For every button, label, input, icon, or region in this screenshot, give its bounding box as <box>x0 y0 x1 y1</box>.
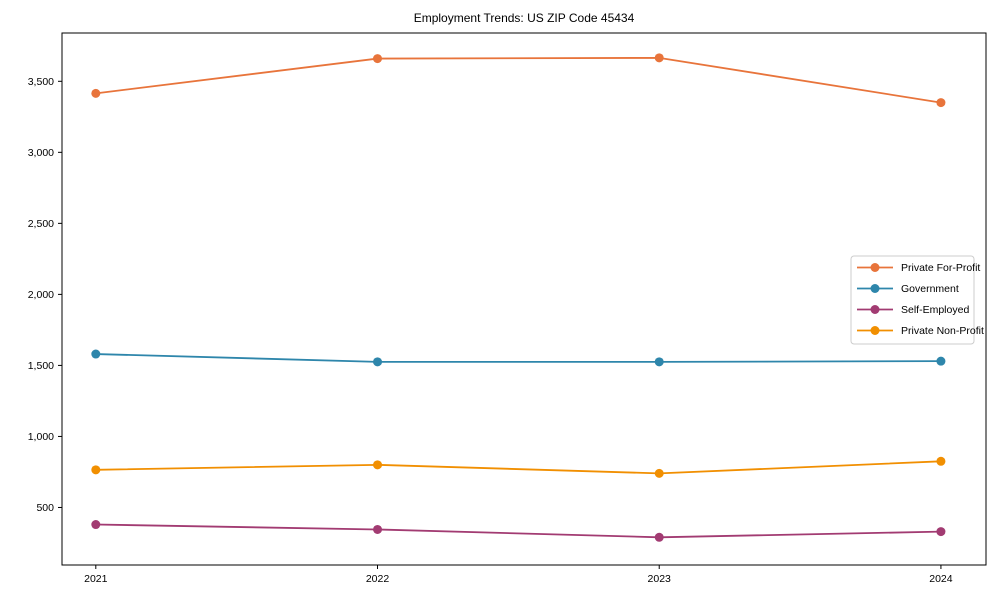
data-point-marker <box>373 524 383 534</box>
chart-title: Employment Trends: US ZIP Code 45434 <box>413 11 635 25</box>
data-point-marker <box>654 532 664 542</box>
legend-label: Government <box>901 283 959 295</box>
y-tick-label: 1,000 <box>28 431 54 443</box>
data-point-marker <box>654 53 664 63</box>
y-tick-label: 3,500 <box>28 76 54 88</box>
data-point-marker <box>91 88 101 98</box>
y-tick-label: 500 <box>36 502 54 514</box>
data-point-marker <box>936 456 946 466</box>
series-line <box>95 523 941 539</box>
data-point-marker <box>91 349 101 359</box>
data-point-marker <box>936 527 946 537</box>
x-tick-label: 2021 <box>84 573 108 585</box>
data-point-marker <box>91 520 101 530</box>
y-tick-label: 3,000 <box>28 147 54 159</box>
data-point-marker <box>936 98 946 108</box>
legend-label: Private Non-Profit <box>901 325 984 337</box>
x-tick-label: 2023 <box>648 573 672 585</box>
data-point-marker <box>936 356 946 366</box>
series-line <box>95 460 941 475</box>
data-point-marker <box>91 465 101 475</box>
series-line <box>95 353 941 363</box>
data-point-marker <box>373 357 383 367</box>
series-line <box>95 56 942 104</box>
legend-label: Private For-Profit <box>901 262 980 274</box>
y-tick-label: 2,500 <box>28 218 54 230</box>
data-point-marker <box>654 357 664 367</box>
legend-marker-dot <box>870 326 880 335</box>
x-tick-label: 2022 <box>366 573 390 585</box>
y-tick-label: 2,000 <box>28 289 54 301</box>
x-tick-label: 2024 <box>929 573 953 585</box>
legend-label: Self-Employed <box>901 304 969 316</box>
legend-marker-dot <box>870 284 880 293</box>
data-point-marker <box>373 54 383 64</box>
legend-box <box>850 255 975 345</box>
data-point-marker <box>654 468 664 478</box>
data-point-marker <box>373 460 383 470</box>
y-tick-label: 1,500 <box>28 360 54 372</box>
legend-marker-dot <box>870 305 880 314</box>
plot-border <box>61 32 987 566</box>
legend-marker-dot <box>870 263 880 272</box>
